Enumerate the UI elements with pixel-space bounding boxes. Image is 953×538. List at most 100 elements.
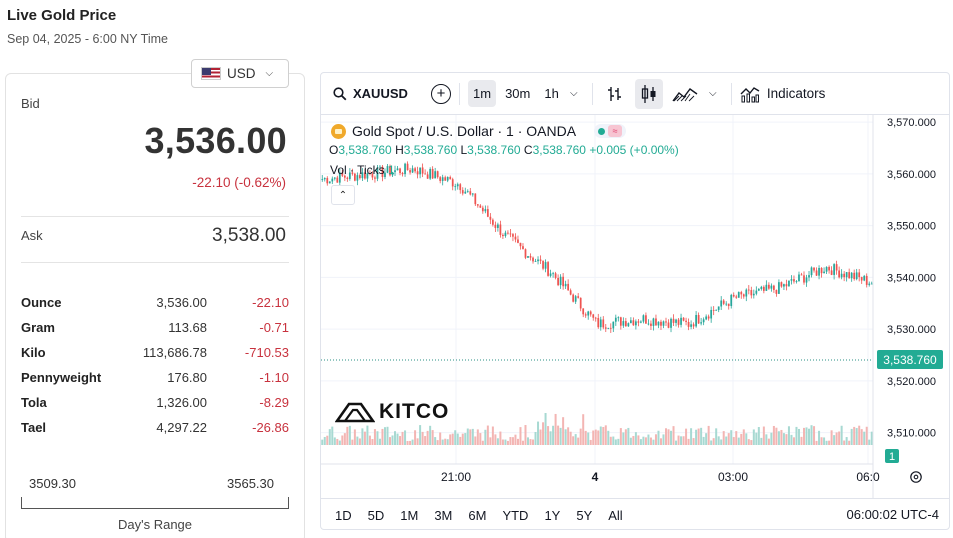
candle-body xyxy=(514,236,517,240)
candle-body xyxy=(752,293,755,296)
unit-price: 4,297.22 xyxy=(156,420,207,435)
volume-bar xyxy=(567,427,570,445)
candle-body xyxy=(843,273,846,278)
volume-bar xyxy=(740,433,743,445)
candle-body xyxy=(702,319,705,323)
range-all-button[interactable]: All xyxy=(608,507,623,523)
interval-1h-button[interactable]: 1h xyxy=(544,86,559,101)
range-ytd-button[interactable]: YTD xyxy=(502,507,529,523)
candle-body xyxy=(614,317,617,322)
settings-gear-icon[interactable] xyxy=(910,471,922,483)
candle-body xyxy=(793,279,795,282)
candle-body xyxy=(637,321,640,323)
candle-body xyxy=(512,234,514,237)
candle-body xyxy=(833,264,835,275)
candle-body xyxy=(720,300,723,307)
volume-bar xyxy=(587,432,590,445)
volume-bar xyxy=(371,439,374,445)
volume-bar xyxy=(848,440,851,445)
volume-bar xyxy=(446,439,449,445)
volume-bar xyxy=(785,434,788,445)
currency-select[interactable]: USD ⌵ xyxy=(191,59,289,88)
candle-body xyxy=(815,270,818,276)
candle-body xyxy=(647,323,650,325)
symbol-description: Gold Spot / U.S. Dollar · 1 · OANDA xyxy=(352,123,577,139)
candle-body xyxy=(725,303,728,305)
range-1d-button[interactable]: 1D xyxy=(335,507,352,523)
volume-bar xyxy=(677,435,680,445)
candle-body xyxy=(499,224,502,235)
candle-body xyxy=(366,173,369,179)
range-5d-button[interactable]: 5D xyxy=(367,507,385,523)
candle-body xyxy=(481,207,484,212)
range-3m-button[interactable]: 3M xyxy=(434,507,453,523)
candle-body xyxy=(594,317,597,319)
volume-bar xyxy=(421,431,424,445)
interval-30m-button[interactable]: 30m xyxy=(505,86,531,101)
candle-body xyxy=(612,321,615,329)
volume-bar xyxy=(328,429,331,445)
interval-dropdown-chevron-icon[interactable]: ⌵ xyxy=(570,88,578,99)
market-status-pill[interactable]: ≈ xyxy=(594,124,627,138)
bar-chart-style-icon[interactable] xyxy=(601,79,629,109)
volume-bar xyxy=(792,437,795,445)
volume-bar xyxy=(858,425,861,445)
volume-bar xyxy=(511,437,514,445)
candle-body xyxy=(579,297,582,309)
volume-bar xyxy=(391,435,394,445)
candle-body xyxy=(800,274,803,276)
candle-body xyxy=(532,257,534,262)
collapse-legend-chevron-up-icon[interactable]: ⌃ xyxy=(331,185,355,205)
days-range-label: Day's Range xyxy=(117,517,193,532)
chart-clock[interactable]: 06:00:02 UTC-4 xyxy=(846,507,940,522)
volume-legend-label: Vol · Ticks xyxy=(330,163,385,177)
volume-bar xyxy=(752,429,755,445)
volume-bar xyxy=(750,440,753,445)
unit-name: Tael xyxy=(21,420,47,435)
volume-bar xyxy=(404,430,407,445)
candle-body xyxy=(760,286,763,290)
range-1m-button[interactable]: 1M xyxy=(400,507,419,523)
candle-body xyxy=(341,172,344,176)
volume-bar xyxy=(351,439,354,445)
candle-body xyxy=(818,267,820,276)
candle-body xyxy=(376,167,379,179)
volume-bar xyxy=(336,438,339,445)
symbol-search[interactable]: XAUUSD xyxy=(321,86,421,101)
volume-bar xyxy=(730,430,733,445)
volume-bar xyxy=(855,428,858,445)
interval-1m-button[interactable]: 1m xyxy=(468,80,497,107)
candle-body xyxy=(441,177,444,181)
indicators-button[interactable]: Indicators xyxy=(740,85,825,103)
volume-bar xyxy=(426,430,429,445)
chart-type-chevron-icon[interactable]: ⌵ xyxy=(709,88,717,99)
candle-body xyxy=(416,171,419,175)
candle-body xyxy=(374,177,376,179)
range-6m-button[interactable]: 6M xyxy=(468,507,487,523)
range-1y-button[interactable]: 1Y xyxy=(544,507,561,523)
candle-body xyxy=(404,163,406,175)
volume-bar xyxy=(705,433,708,445)
price-chart-canvas[interactable]: 3,570.000 3,560.000 3,550.000 3,540.000 3,53… xyxy=(321,115,950,498)
indicators-icon xyxy=(740,86,760,102)
volume-bar xyxy=(346,426,349,445)
volume-bar xyxy=(499,431,502,445)
volume-bar xyxy=(680,436,683,445)
range-5y-button[interactable]: 5Y xyxy=(576,507,593,523)
candlestick-style-icon[interactable] xyxy=(634,78,663,109)
days-range-high: 3565.30 xyxy=(227,476,274,491)
volume-bar xyxy=(624,429,627,445)
volume-bar xyxy=(579,428,582,445)
y-tick-label: 3,530.000 xyxy=(887,324,936,336)
area-chart-style-icon[interactable] xyxy=(671,79,699,109)
volume-bar xyxy=(604,425,607,445)
volume-bar xyxy=(782,433,785,445)
candle-body xyxy=(607,327,610,329)
compare-plus-icon[interactable]: + xyxy=(431,83,451,104)
candle-body xyxy=(762,286,765,291)
candle-body xyxy=(624,321,627,327)
volume-bar xyxy=(401,431,404,445)
volume-bar xyxy=(672,426,675,445)
volume-bar xyxy=(700,427,703,445)
volume-bar xyxy=(461,433,464,445)
